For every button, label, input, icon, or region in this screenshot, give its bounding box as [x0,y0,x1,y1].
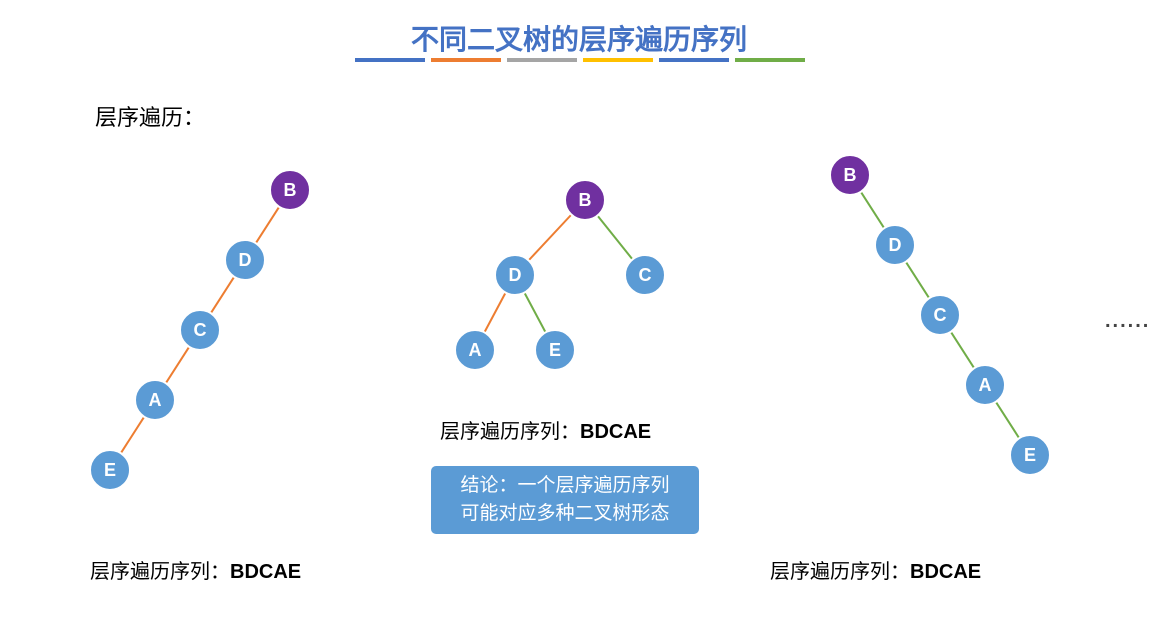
svg-text:D: D [509,265,522,285]
tree-edge [484,293,505,333]
top-label: 层序遍历： [95,100,205,132]
caption-prefix: 层序遍历序列： [770,561,910,583]
tree-node: D [225,240,265,280]
tree-node: A [455,330,495,370]
tree-node: B [830,155,870,195]
tree-edge [121,417,144,453]
tree-3: B D C A E [800,135,1080,515]
caption-value: BDCAE [910,561,981,583]
svg-text:D: D [239,250,252,270]
svg-text:B: B [579,190,592,210]
tree-edge [951,332,974,368]
caption-value: BDCAE [230,561,301,583]
conclusion-line2: 可能对应多种二叉树形态 [431,500,699,529]
svg-text:A: A [979,375,992,395]
underline-segment [583,58,653,62]
svg-text:B: B [284,180,297,200]
conclusion-line1: 结论：一个层序遍历序列 [431,472,699,501]
tree-edge [166,347,189,383]
tree-1: B D C A E [60,150,340,520]
tree-node: A [965,365,1005,405]
tree-node: D [495,255,535,295]
tree-edge [597,216,632,260]
tree-node: C [180,310,220,350]
svg-text:D: D [889,235,902,255]
tree1-caption: 层序遍历序列：BDCAE [90,555,301,584]
tree-node: E [535,330,575,370]
underline-segment [735,58,805,62]
underline-segment [355,58,425,62]
svg-text:C: C [194,320,207,340]
ellipsis: ...... [1105,310,1150,333]
tree-node: C [625,255,665,295]
tree2-caption: 层序遍历序列：BDCAE [440,415,651,444]
tree-edge [256,207,279,243]
tree-edge [996,402,1019,438]
svg-text:C: C [639,265,652,285]
tree-node: B [270,170,310,210]
tree-node: C [920,295,960,335]
tree-node: B [565,180,605,220]
tree-edge [906,262,929,298]
tree3-caption: 层序遍历序列：BDCAE [770,555,981,584]
underline-segment [659,58,729,62]
tree-edge [211,277,234,313]
tree-edge [861,192,884,228]
tree-node: E [1010,435,1050,475]
underline-segment [507,58,577,62]
svg-text:A: A [469,340,482,360]
page-title: 不同二叉树的层序遍历序列 [0,18,1158,58]
tree-2: B D C A E [420,165,720,395]
svg-text:B: B [844,165,857,185]
svg-text:A: A [149,390,162,410]
svg-text:E: E [1024,445,1036,465]
svg-text:E: E [104,460,116,480]
tree-node: E [90,450,130,490]
tree-edge [529,215,572,261]
caption-prefix: 层序遍历序列： [90,561,230,583]
svg-text:C: C [934,305,947,325]
tree-edge [524,293,545,333]
caption-prefix: 层序遍历序列： [440,421,580,443]
tree-node: D [875,225,915,265]
caption-value: BDCAE [580,421,651,443]
tree-node: A [135,380,175,420]
svg-text:E: E [549,340,561,360]
conclusion-callout: 结论：一个层序遍历序列 可能对应多种二叉树形态 [430,465,700,535]
underline-segment [431,58,501,62]
